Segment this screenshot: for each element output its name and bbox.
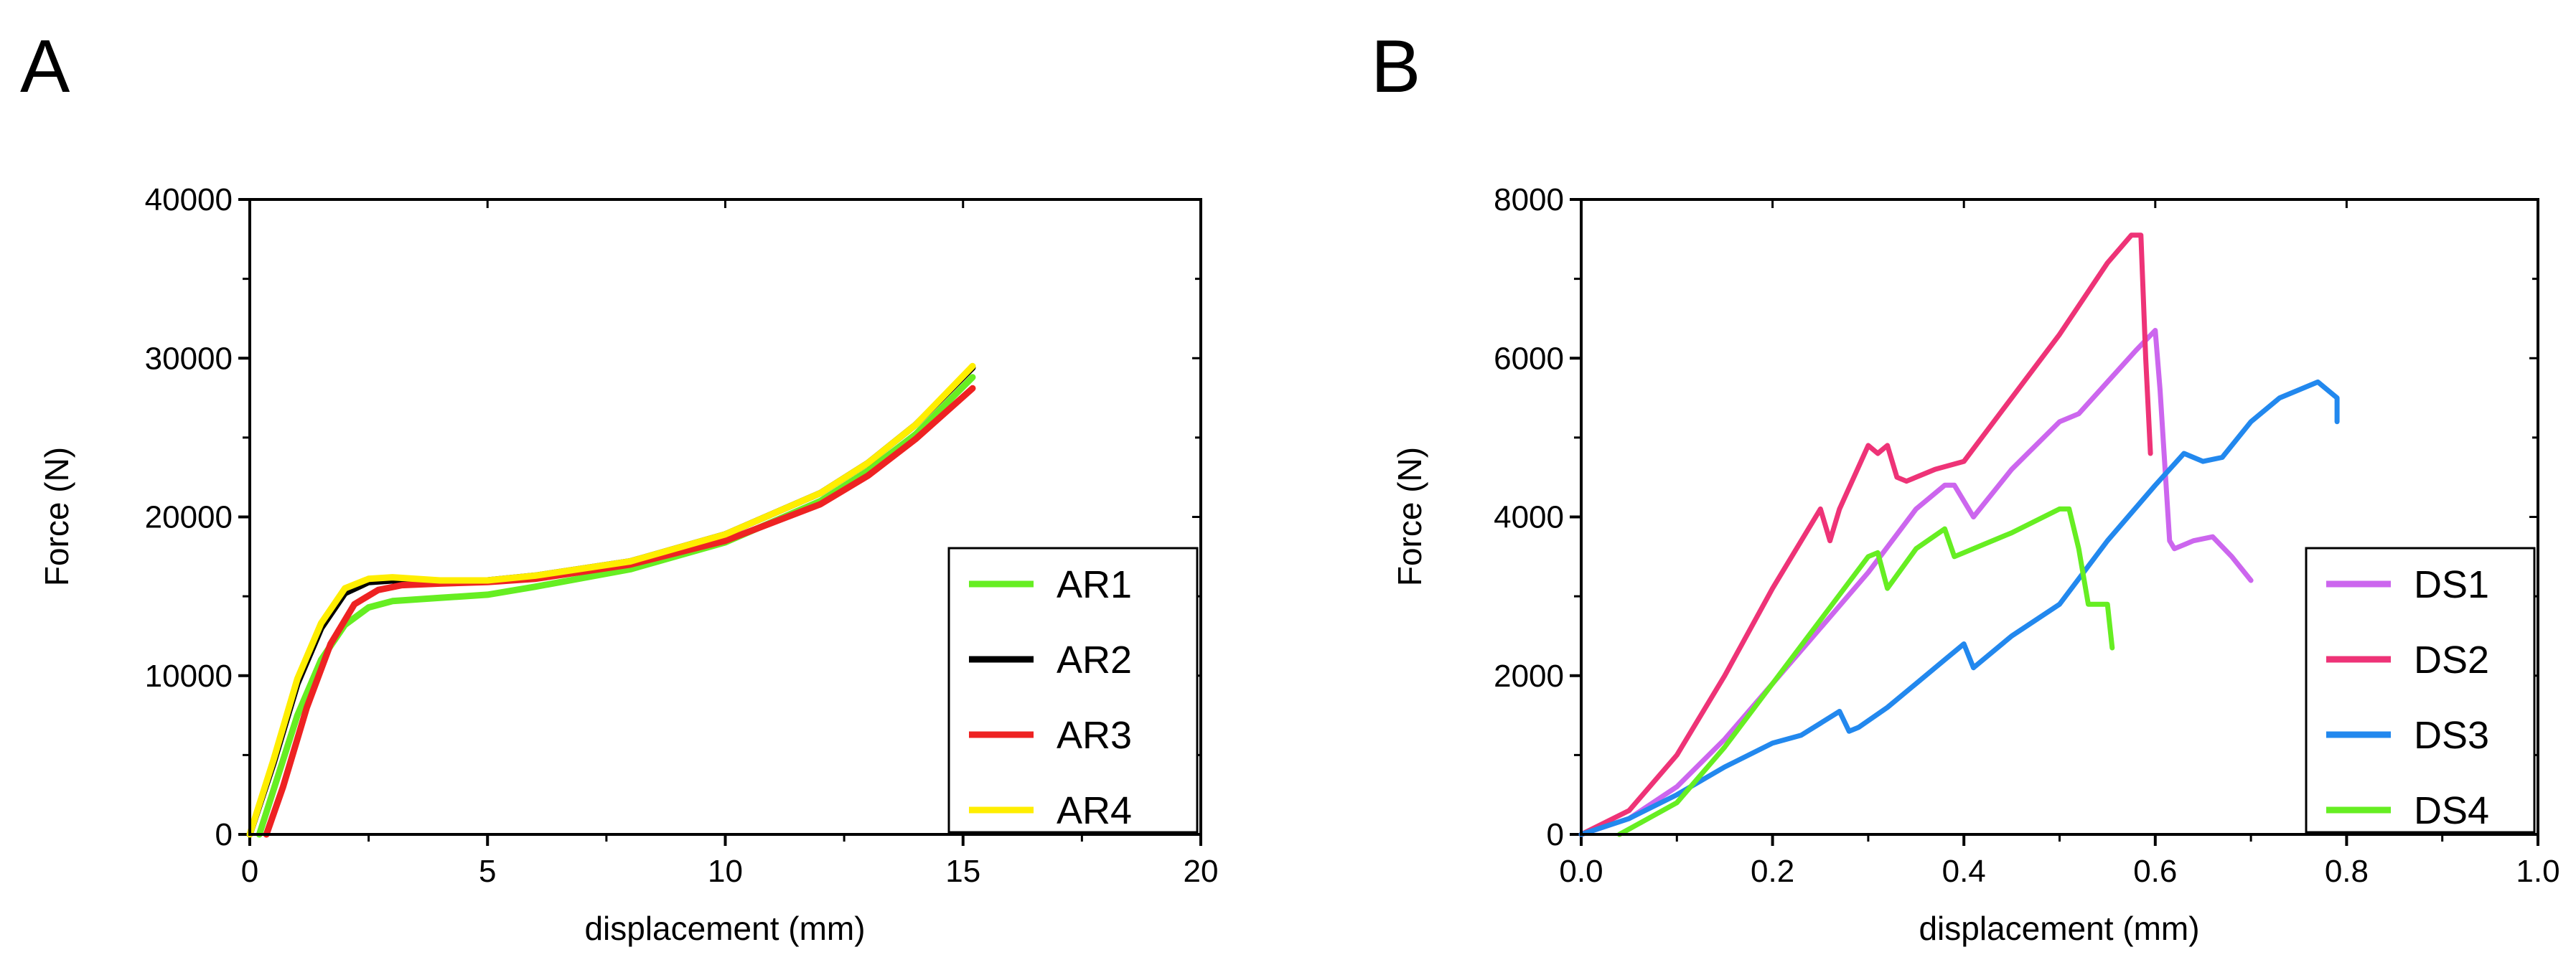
series-line-ar4 xyxy=(246,362,976,838)
panel-label-a: A xyxy=(20,25,70,108)
legend-label-ds1: DS1 xyxy=(2414,563,2489,606)
y-axis-title-b: Force (N) xyxy=(1391,447,1428,586)
legend-label-ar3: AR3 xyxy=(1057,714,1132,757)
x-tick-label-b: 0.4 xyxy=(1942,854,1986,889)
series-group-a xyxy=(246,362,976,838)
legend-label-ar4: AR4 xyxy=(1057,789,1132,832)
x-tick-label-a: 5 xyxy=(479,854,496,889)
x-tick-label-a: 15 xyxy=(945,854,980,889)
series-line-ds2 xyxy=(1578,232,2153,837)
y-tick-label-a: 30000 xyxy=(145,341,233,376)
plot-frame-a xyxy=(248,198,1202,836)
legend-label-ds3: DS3 xyxy=(2414,714,2489,757)
axis-ticks-b xyxy=(1570,198,2539,846)
legend-b: DS1 DS2 DS3 DS4 xyxy=(2305,547,2536,834)
legend-box-a xyxy=(947,547,1199,834)
y-axis-title-a: Force (N) xyxy=(38,447,75,586)
tick-labels-a: 0 5 10 15 20 0 10000 20000 30000 40000 xyxy=(145,182,1219,889)
x-axis-title-a: displacement (mm) xyxy=(584,910,865,947)
y-tick-label-a: 40000 xyxy=(145,182,233,217)
x-tick-label-b: 0.0 xyxy=(1559,854,1603,889)
x-tick-label-b: 1.0 xyxy=(2516,854,2559,889)
x-tick-label-a: 10 xyxy=(708,854,743,889)
legend-label-ds2: DS2 xyxy=(2414,639,2489,682)
y-tick-label-b: 8000 xyxy=(1494,182,1564,217)
chart-panel-a: 0 5 10 15 20 0 10000 20000 30000 40000 displaceme… xyxy=(38,182,1218,947)
chart-panel-b: 0.0 0.2 0.4 0.6 0.8 1.0 0 2000 4000 6000 8000 disp… xyxy=(1391,182,2560,947)
legend-label-ar2: AR2 xyxy=(1057,639,1132,682)
series-line-ds3 xyxy=(1578,379,2340,837)
x-tick-label-b: 0.8 xyxy=(2325,854,2369,889)
series-line-ds4 xyxy=(1616,506,2115,837)
legend-label-ar1: AR1 xyxy=(1057,563,1132,606)
x-tick-label-b: 0.6 xyxy=(2133,854,2177,889)
legend-a: AR1 AR2 AR3 AR4 xyxy=(947,547,1199,834)
plot-frame-b xyxy=(1580,198,2539,836)
y-tick-label-b: 0 xyxy=(1547,817,1564,852)
x-tick-label-a: 0 xyxy=(241,854,258,889)
legend-box-b xyxy=(2305,547,2536,834)
tick-labels-b: 0.0 0.2 0.4 0.6 0.8 1.0 0 2000 4000 6000 8000 xyxy=(1494,182,2559,889)
x-tick-label-a: 20 xyxy=(1184,854,1219,889)
x-axis-title-b: displacement (mm) xyxy=(1919,910,2199,947)
y-tick-label-a: 10000 xyxy=(145,659,233,694)
y-tick-label-b: 4000 xyxy=(1494,500,1564,535)
x-tick-label-b: 0.2 xyxy=(1751,854,1794,889)
series-line-ar1 xyxy=(256,374,976,838)
legend-label-ds4: DS4 xyxy=(2414,789,2489,832)
y-tick-label-b: 6000 xyxy=(1494,341,1564,376)
series-group-b xyxy=(1578,232,2340,837)
y-tick-label-b: 2000 xyxy=(1494,659,1564,694)
series-line-ar3 xyxy=(263,385,976,838)
panel-label-b: B xyxy=(1371,25,1420,108)
y-tick-label-a: 0 xyxy=(215,817,233,852)
y-tick-label-a: 20000 xyxy=(145,500,233,535)
